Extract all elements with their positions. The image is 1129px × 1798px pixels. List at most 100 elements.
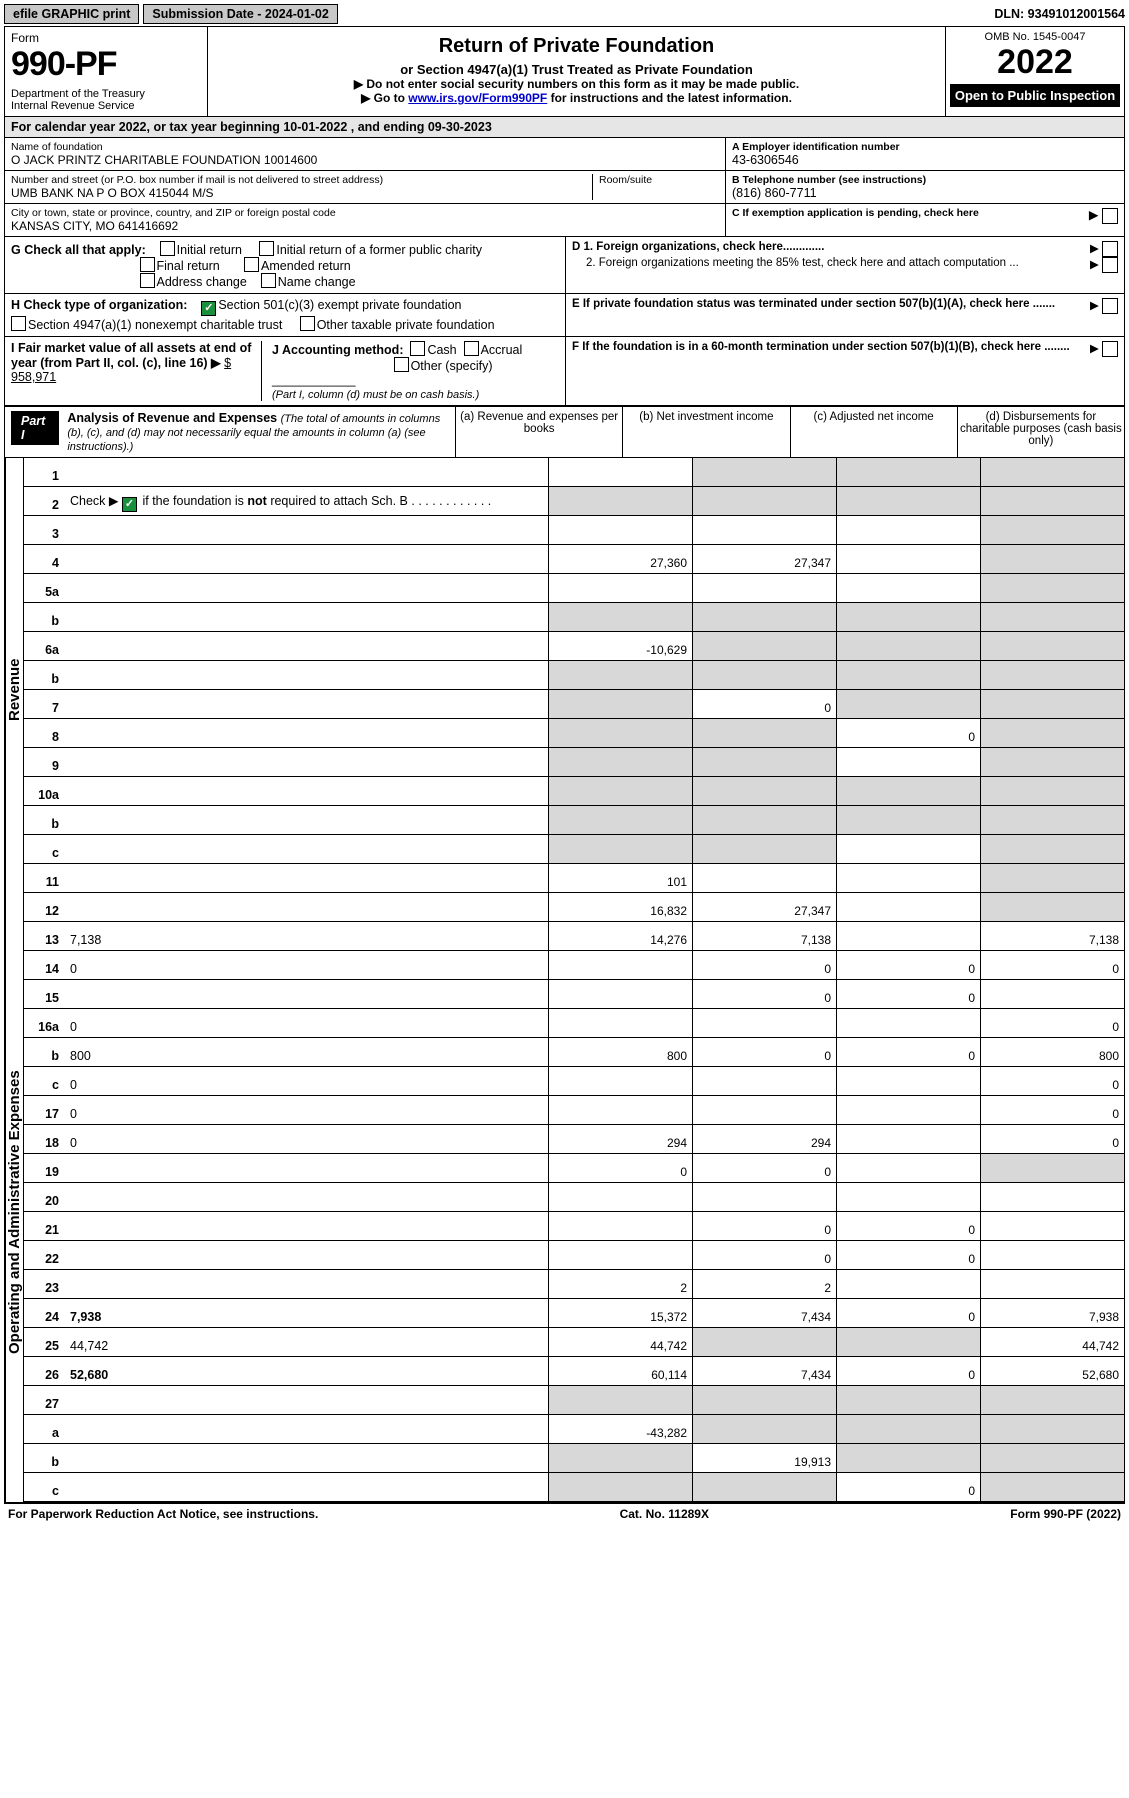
col-a-val: 44,742	[549, 1328, 693, 1357]
line-num: 1	[24, 458, 66, 487]
g-final-return[interactable]	[140, 257, 155, 272]
line-desc	[65, 1212, 549, 1241]
col-d-val	[981, 603, 1125, 632]
col-c-val: 0	[837, 980, 981, 1009]
line-desc	[65, 748, 549, 777]
col-a-val	[549, 574, 693, 603]
col-b: (b) Net investment income	[623, 407, 790, 457]
phone-value: (816) 860-7711	[732, 186, 1118, 200]
g-label: G Check all that apply:	[11, 243, 146, 257]
j-cash[interactable]	[410, 341, 425, 356]
revenue-table: 12Check ▶ if the foundation is not requi…	[23, 458, 1125, 922]
efile-print-button[interactable]: efile GRAPHIC print	[4, 4, 139, 24]
line-num: b	[24, 1038, 66, 1067]
col-a-val	[549, 516, 693, 545]
col-b-val: 7,138	[693, 922, 837, 951]
col-b-val	[693, 1386, 837, 1415]
g-initial-public[interactable]	[259, 241, 274, 256]
col-d-val: 0	[981, 1125, 1125, 1154]
col-a-val: 14,276	[549, 922, 693, 951]
col-d-val	[981, 748, 1125, 777]
line-num: 12	[24, 893, 66, 922]
col-c-val	[837, 922, 981, 951]
j-other[interactable]	[394, 357, 409, 372]
line-num: c	[24, 1067, 66, 1096]
j-accrual[interactable]	[464, 341, 479, 356]
j-note: (Part I, column (d) must be on cash basi…	[272, 389, 479, 401]
line-num: 20	[24, 1183, 66, 1212]
col-b-val	[693, 603, 837, 632]
col-d-val	[981, 893, 1125, 922]
col-a-val: 2	[549, 1270, 693, 1299]
g-amended-return[interactable]	[244, 257, 259, 272]
line-desc: 7,138	[65, 922, 549, 951]
col-c-val: 0	[837, 1473, 981, 1502]
col-d-val	[981, 806, 1125, 835]
col-a: (a) Revenue and expenses per books	[456, 407, 623, 457]
line-desc	[65, 661, 549, 690]
line-desc	[65, 864, 549, 893]
footer-right: Form 990-PF (2022)	[1010, 1507, 1121, 1521]
irs-link[interactable]: www.irs.gov/Form990PF	[408, 91, 547, 105]
line-num: a	[24, 1415, 66, 1444]
f-checkbox[interactable]	[1102, 341, 1118, 357]
f-label: F If the foundation is in a 60-month ter…	[572, 341, 1070, 357]
col-b-val: 0	[693, 951, 837, 980]
omb-number: OMB No. 1545-0047	[950, 31, 1120, 43]
g-name-change[interactable]	[261, 273, 276, 288]
col-c-val	[837, 1183, 981, 1212]
pending-checkbox[interactable]	[1102, 208, 1118, 224]
col-c-val	[837, 1444, 981, 1473]
line-desc: 0	[65, 1096, 549, 1125]
line-desc: 7,938	[65, 1299, 549, 1328]
col-b-val	[693, 661, 837, 690]
line-num: 13	[24, 922, 66, 951]
g-address-change[interactable]	[140, 273, 155, 288]
col-b-val	[693, 864, 837, 893]
line-num: 16a	[24, 1009, 66, 1038]
col-d-val: 0	[981, 951, 1125, 980]
col-c-val	[837, 1328, 981, 1357]
d2-checkbox[interactable]	[1102, 257, 1118, 273]
d1-checkbox[interactable]	[1102, 241, 1118, 257]
col-d-val	[981, 1270, 1125, 1299]
col-a-val	[549, 1473, 693, 1502]
pending-label: C If exemption application is pending, c…	[732, 207, 979, 233]
line-num: 15	[24, 980, 66, 1009]
line-num: 23	[24, 1270, 66, 1299]
col-c-val	[837, 632, 981, 661]
part1-heading: Analysis of Revenue and Expenses	[67, 411, 277, 425]
col-b-val	[693, 487, 837, 516]
col-a-val: 27,360	[549, 545, 693, 574]
footer-mid: Cat. No. 11289X	[620, 1507, 709, 1521]
col-c-val	[837, 1415, 981, 1444]
col-c-val: 0	[837, 1212, 981, 1241]
col-c-val: 0	[837, 719, 981, 748]
col-c-val	[837, 545, 981, 574]
line-desc	[65, 632, 549, 661]
col-a-val	[549, 980, 693, 1009]
col-c-val	[837, 1270, 981, 1299]
col-a-val	[549, 951, 693, 980]
h-other-taxable[interactable]	[300, 316, 315, 331]
col-d-val	[981, 632, 1125, 661]
col-a-val	[549, 835, 693, 864]
col-d-val: 0	[981, 1096, 1125, 1125]
g-initial-return[interactable]	[160, 241, 175, 256]
col-c-val	[837, 1067, 981, 1096]
col-d-val	[981, 777, 1125, 806]
col-c-val: 0	[837, 951, 981, 980]
col-d-val: 0	[981, 1009, 1125, 1038]
line-num: 19	[24, 1154, 66, 1183]
col-a-val: 60,114	[549, 1357, 693, 1386]
col-a-val	[549, 1067, 693, 1096]
col-a-val	[549, 806, 693, 835]
col-a-val	[549, 1183, 693, 1212]
col-a-val: 294	[549, 1125, 693, 1154]
col-d-val	[981, 516, 1125, 545]
h-501c3[interactable]	[201, 301, 216, 316]
e-checkbox[interactable]	[1102, 298, 1118, 314]
h-4947[interactable]	[11, 316, 26, 331]
col-b-val: 7,434	[693, 1299, 837, 1328]
col-c-val	[837, 1154, 981, 1183]
